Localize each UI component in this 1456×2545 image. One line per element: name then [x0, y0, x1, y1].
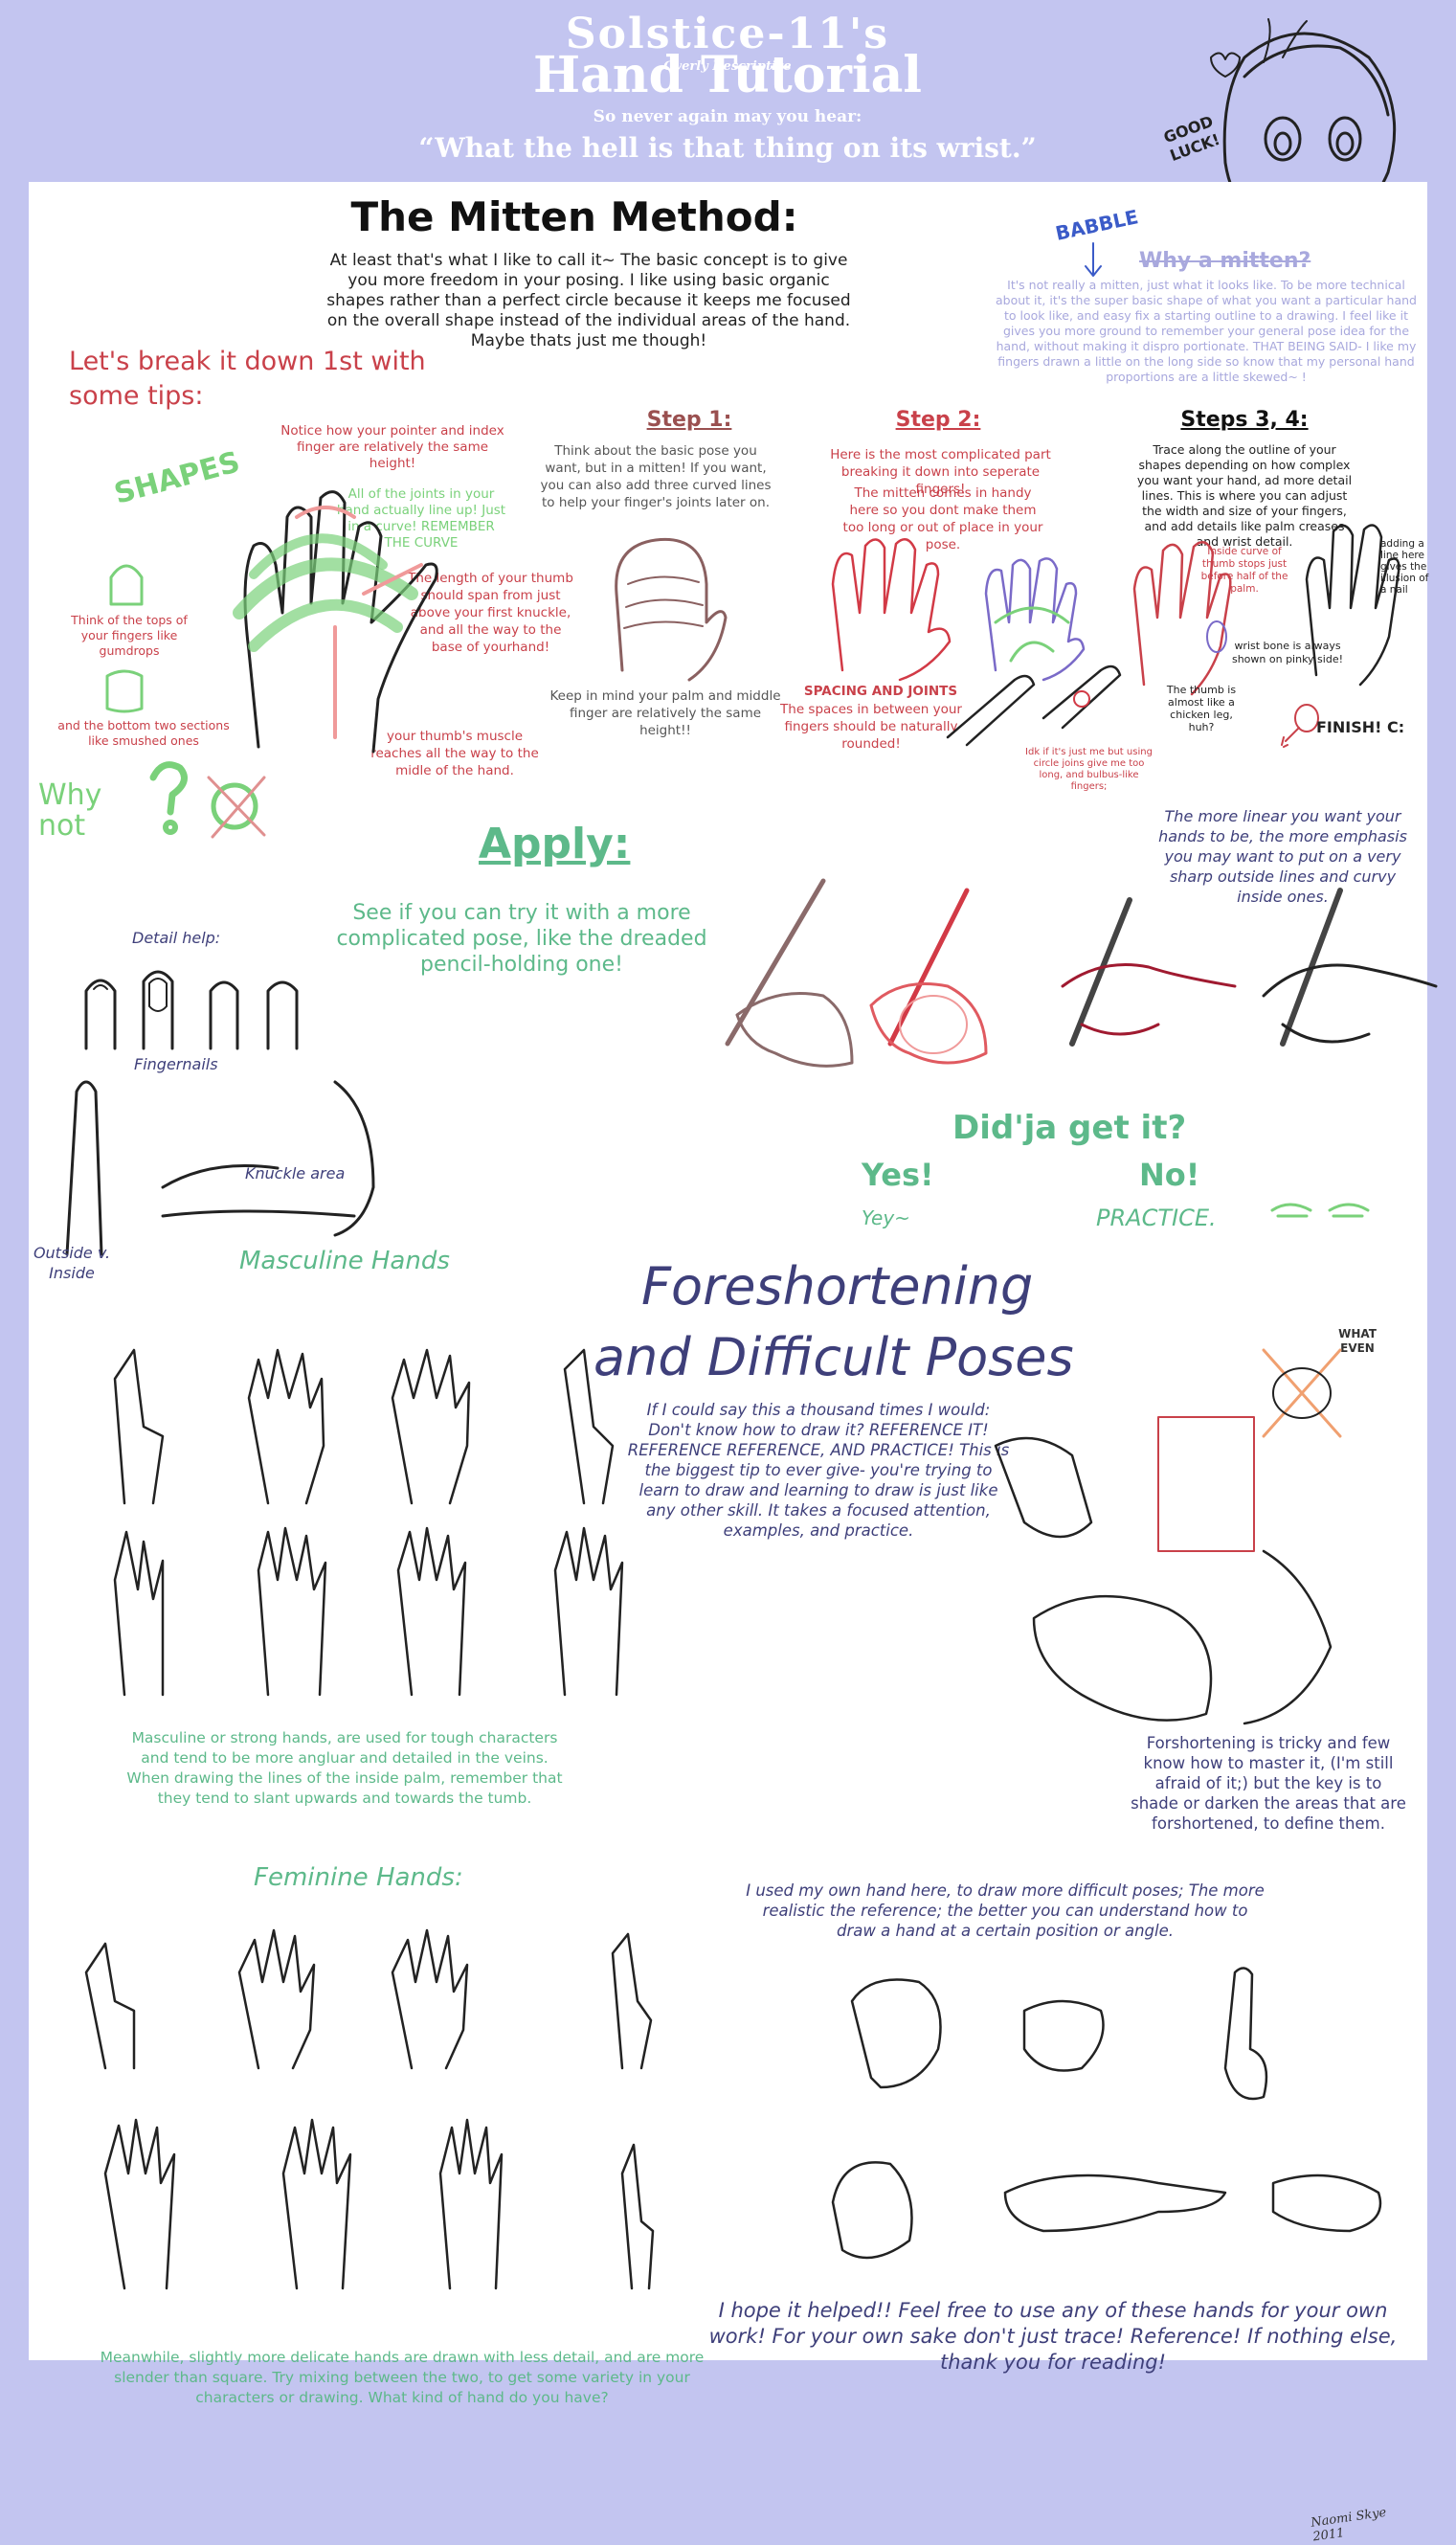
closing-text: I hope it helped!! Feel free to use any … [708, 2299, 1398, 2374]
step1-text: Think about the basic pose you want, but… [540, 443, 772, 510]
masculine-hands-drawings [113, 1348, 624, 1697]
foreshortening-title-1: Foreshortening [641, 1256, 1034, 1317]
difficult-poses-drawings [831, 1967, 1382, 2260]
babble-arrow-icon [1085, 242, 1102, 277]
step2-title: Step 2: [895, 408, 981, 432]
foreshortening-hands-drawings [994, 1348, 1342, 1725]
tips-hand-drawing [233, 490, 438, 754]
tips-heading: Let's break it down 1st with some tips: [69, 347, 426, 411]
signature: Naomi Skye 2011 [1310, 2505, 1388, 2545]
why-mitten-text: It's not really a mitten, just what it l… [996, 278, 1417, 384]
knuckle-label: Knuckle area [245, 1164, 346, 1182]
why-not-icon [149, 761, 266, 839]
smushed-tip: and the bottom two sections like smushed… [57, 718, 230, 748]
pointer-tip: Notice how your pointer and index finger… [280, 423, 504, 471]
header-quote: “What the hell is that thing on its wris… [418, 132, 1037, 164]
header-subtitle-small: Overly Descriptive [663, 59, 792, 74]
step1-mitten-drawing [615, 537, 728, 682]
mitten-title: The Mitten Method: [350, 193, 798, 240]
chicken-leg-icon [1281, 704, 1319, 748]
spacing-finger-drawing [946, 664, 1122, 747]
chicken-leg-note: The thumb is almost like a chicken leg, … [1166, 684, 1237, 733]
step2-hand-drawing [831, 537, 1086, 682]
smushed-shape-icon [105, 669, 144, 713]
fingernails-label: Fingernails [134, 1055, 218, 1073]
feminine-title: Feminine Hands: [254, 1863, 463, 1892]
pencil-hand-drawings [725, 878, 1438, 1068]
didja-label: Did'ja get it? [952, 1109, 1187, 1147]
no-label: No! [1139, 1157, 1200, 1193]
spacing-text: The spaces in between your fingers shoul… [780, 702, 962, 752]
linear-note: The more linear you want your hands to b… [1158, 807, 1407, 906]
nail-line-note: adding a line here gives the illusion of… [1380, 538, 1429, 596]
header-tagline: So never again may you hear: [593, 107, 862, 126]
what-even-label: WHAT EVEN [1338, 1327, 1377, 1355]
step1-title: Step 1: [646, 408, 732, 432]
practice-label: PRACTICE. [1096, 1205, 1217, 1231]
steps34-hand-drawing [1132, 524, 1400, 696]
page-title: Hand Tutorial [532, 46, 923, 104]
steps34-text: Trace along the outline of your shapes d… [1136, 442, 1353, 549]
step2-text1: Here is the most complicated part breaki… [830, 447, 1051, 497]
finish-label: FINISH! C: [1316, 718, 1405, 736]
joints-tip: All of the joints in your hand actually … [336, 486, 506, 551]
feminine-text: Meanwhile, slightly more delicate hands … [100, 2349, 705, 2406]
fingernail-drawings [84, 970, 299, 1050]
mitten-intro: At least that's what I like to call it~ … [326, 251, 851, 350]
step1-note: Keep in mind your palm and middle finger… [549, 688, 781, 738]
why-mitten-heading: Why a mitten? [1139, 249, 1311, 273]
author-title: Solstice-11's [565, 10, 890, 58]
squinting-eyes-icon [1270, 1203, 1370, 1218]
gumdrops-tip: Think of the tops of your fingers like g… [71, 613, 188, 658]
yes-label: Yes! [862, 1157, 934, 1193]
thumb-length-tip: The length of your thumb should span fro… [408, 571, 573, 655]
tutorial-panel: The Mitten Method: At least that's what … [29, 182, 1438, 2545]
foreshortening-title-2: and Difficult Poses [594, 1327, 1074, 1387]
step2-text2: The mitten comes in handy here so you do… [842, 485, 1043, 552]
foreshortening-tricky: Forshortening is tricky and few know how… [1131, 1734, 1406, 1833]
feminine-hands-drawings [84, 1928, 655, 2290]
idk-note: Idk if it's just me but using circle joi… [1025, 747, 1153, 792]
apply-title: Apply: [479, 820, 631, 868]
gumdrop-shape-icon [109, 564, 144, 606]
masculine-title: Masculine Hands [239, 1247, 450, 1275]
yey-label: Yey~ [862, 1206, 910, 1229]
steps34-title: Steps 3, 4: [1180, 408, 1309, 432]
foreshortening-text: If I could say this a thousand times I w… [627, 1401, 1010, 1540]
wrist-bone-note: wrist bone is always shown on pinky side… [1231, 640, 1344, 665]
spacing-title: SPACING AND JOINTS [803, 684, 958, 699]
knuckle-drawings [65, 1080, 375, 1256]
detail-help-label: Detail help: [132, 929, 221, 947]
difficult-poses-text: I used my own hand here, to draw more di… [746, 1881, 1265, 1940]
why-not-label: Why not [38, 778, 102, 843]
apply-text: See if you can try it with a more compli… [336, 901, 707, 977]
masculine-text: Masculine or strong hands, are used for … [126, 1729, 563, 1807]
outside-inside-label: Outside v. Inside [33, 1244, 111, 1282]
thumb-muscle-tip: your thumb's muscle reaches all the way … [370, 729, 539, 778]
inside-curve-note: Inside curve of thumb stops just before … [1200, 546, 1288, 595]
